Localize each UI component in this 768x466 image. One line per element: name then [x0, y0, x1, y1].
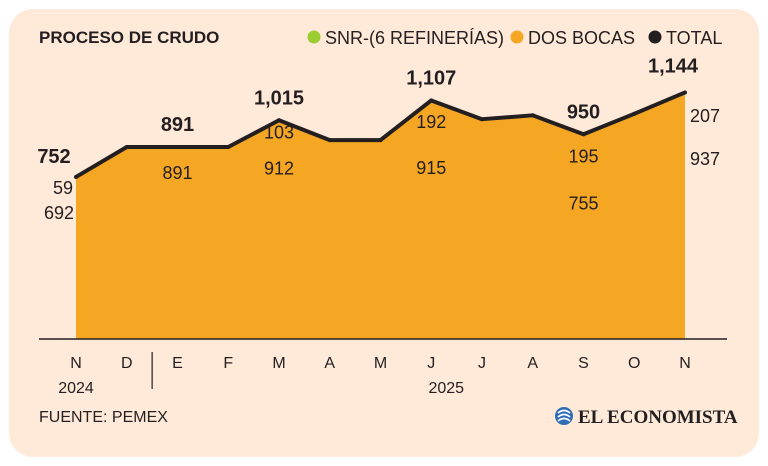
brand-logo: EL ECONOMISTA: [555, 407, 738, 428]
year-label: 2025: [428, 380, 464, 397]
total-point: [277, 118, 281, 123]
total-point: [530, 113, 535, 118]
x-tick-label: S: [578, 355, 589, 372]
snr-data-label: 692: [44, 203, 74, 223]
x-tick-label: E: [172, 355, 183, 372]
total-data-label: 1,015: [254, 87, 304, 109]
snr-data-label: 891: [162, 163, 192, 183]
x-tick-label: N: [679, 355, 691, 372]
legend-label-dos-bocas: DOS BOCAS: [528, 28, 635, 48]
crude-process-chart: PROCESO DE CRUDO SNR-(6 REFINERÍAS) DOS …: [37, 28, 738, 428]
total-data-label: 1,144: [648, 55, 699, 77]
x-tick-label: A: [324, 355, 335, 372]
total-point: [175, 144, 180, 149]
legend-label-total: TOTAL: [666, 28, 722, 48]
legend-swatch-dos-bocas: [510, 30, 524, 44]
x-tick-label: O: [628, 355, 640, 372]
total-data-label: 950: [567, 101, 600, 123]
x-tick-label: A: [527, 355, 538, 372]
x-tick-label: N: [70, 355, 82, 372]
brand-icon-waves: [557, 409, 571, 422]
dos-bocas-data-label: 192: [416, 112, 446, 132]
total-point: [480, 117, 484, 122]
x-tick-label: M: [374, 355, 387, 372]
total-data-label: 891: [161, 114, 194, 136]
legend-label-snr: SNR-(6 REFINERÍAS): [325, 28, 504, 48]
total-point: [429, 98, 434, 103]
legend-swatch-total: [648, 30, 662, 44]
total-point: [581, 132, 586, 137]
legend-swatch-snr: [307, 30, 321, 44]
dos-bocas-data-label: 59: [53, 178, 73, 198]
plot-area: N D E F M A M J J A S O N 2024 2025 752 891 1,015 1,107 95…: [37, 55, 727, 397]
snr-data-label: 937: [690, 149, 720, 169]
area-dos-bocas: [76, 92, 685, 339]
total-data-label: 752: [37, 146, 70, 168]
chart-title: PROCESO DE CRUDO: [39, 28, 219, 47]
data-labels: 752 891 1,015 1,107 950 1,144 59 103 192 195 207 69…: [37, 55, 720, 222]
total-point: [74, 174, 78, 179]
dos-bocas-data-label: 103: [264, 122, 294, 142]
x-tick-label: J: [478, 355, 486, 372]
x-tick-label: F: [223, 355, 233, 372]
year-label: 2024: [58, 380, 94, 397]
snr-data-label: 915: [416, 158, 446, 178]
x-tick-label: D: [121, 355, 133, 372]
total-point: [683, 90, 687, 95]
dos-bocas-data-label: 207: [690, 106, 720, 126]
total-data-label: 1,107: [406, 67, 456, 89]
total-point: [226, 144, 231, 149]
source-note: FUENTE: PEMEX: [39, 409, 168, 426]
total-point: [327, 138, 332, 143]
snr-data-label: 912: [264, 158, 294, 178]
brand-name: EL ECONOMISTA: [578, 407, 738, 428]
total-point: [378, 138, 383, 143]
x-axis-ticks: N D E F M A M J J A S O N 2024 2025: [58, 355, 691, 397]
x-tick-label: J: [427, 355, 435, 372]
dos-bocas-data-label: 195: [568, 146, 598, 166]
x-tick-label: M: [272, 355, 285, 372]
legend: SNR-(6 REFINERÍAS) DOS BOCAS TOTAL: [307, 28, 722, 48]
total-point: [632, 111, 637, 116]
total-point: [124, 144, 129, 149]
snr-data-label: 755: [568, 193, 598, 213]
total-points: [74, 90, 687, 179]
chart-card: PROCESO DE CRUDO SNR-(6 REFINERÍAS) DOS …: [9, 9, 759, 457]
